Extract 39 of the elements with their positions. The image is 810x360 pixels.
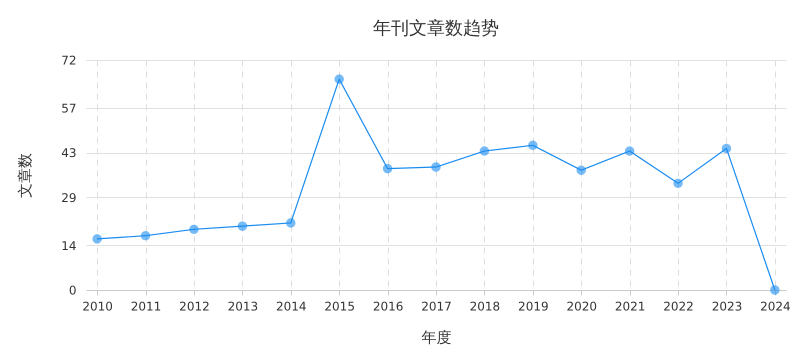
point: [382, 164, 392, 174]
x-tick-label: 2010: [82, 300, 113, 314]
point: [238, 221, 248, 231]
x-tick-label: 2019: [518, 300, 549, 314]
y-tick-label: 72: [61, 54, 76, 68]
x-tick-label: 2014: [276, 300, 307, 314]
x-tick-label: 2021: [614, 300, 646, 314]
point: [576, 165, 586, 175]
x-tick-label: 2023: [712, 300, 742, 314]
point: [334, 74, 344, 84]
x-tick-label: 2012: [179, 300, 210, 314]
point: [673, 178, 683, 188]
point: [624, 146, 634, 156]
y-tick-label: 57: [61, 101, 76, 116]
x-tick-label: 2015: [324, 300, 355, 314]
point: [722, 144, 732, 154]
y-tick-label: 14: [61, 238, 76, 253]
point: [92, 234, 102, 244]
y-tick-label: 43: [61, 146, 76, 160]
x-tick-label: 2018: [470, 300, 500, 314]
point: [431, 162, 441, 172]
x-tick-label: 2020: [566, 300, 597, 314]
point: [286, 218, 296, 228]
x-tick-label: 2024: [760, 300, 791, 314]
point: [770, 285, 780, 295]
y-axis-title: 文章数: [16, 153, 34, 198]
y-tick-label: 0: [68, 284, 76, 298]
point: [528, 140, 538, 150]
point: [480, 146, 490, 156]
point: [140, 230, 150, 240]
x-tick-label: 2013: [228, 300, 258, 314]
x-axis-title: 年度: [422, 328, 452, 346]
point: [189, 224, 199, 234]
x-tick-label: 2017: [421, 300, 452, 314]
x-tick-label: 2022: [663, 300, 694, 314]
x-tick-label: 2016: [372, 300, 404, 314]
y-tick-label: 29: [61, 190, 76, 205]
chart-title: 年刊文章数趋势: [373, 18, 499, 39]
x-tick-label: 2011: [130, 300, 162, 314]
